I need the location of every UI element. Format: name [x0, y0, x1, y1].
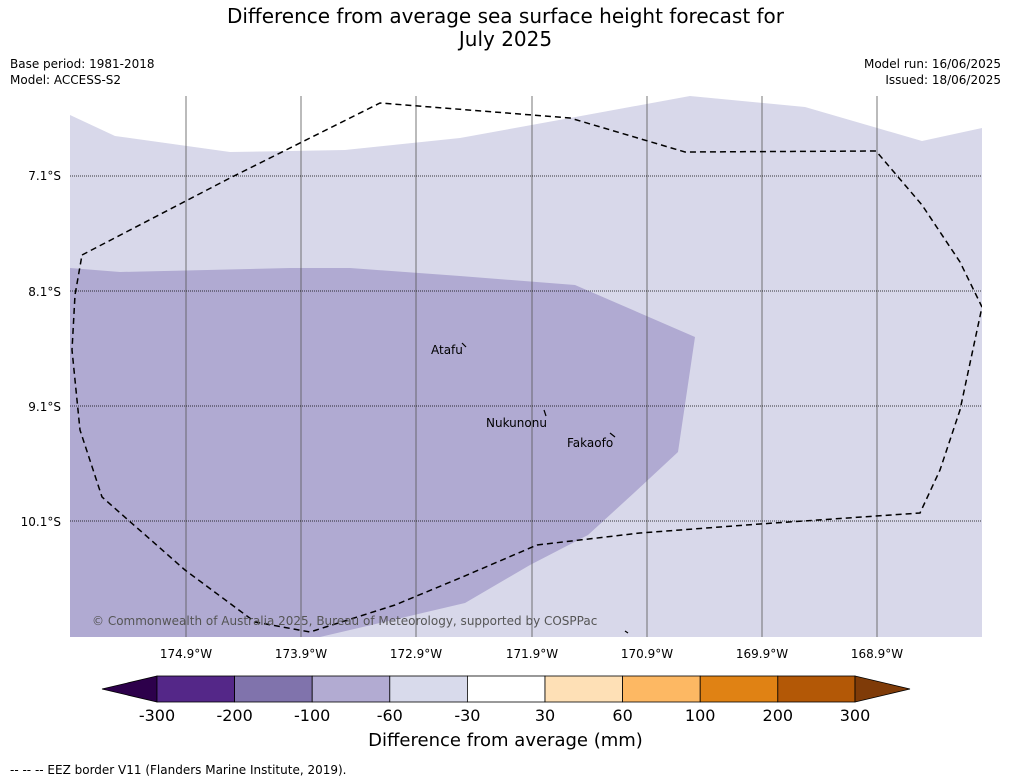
lon-label: 172.9°W	[390, 647, 442, 661]
meta-right: Model run: 16/06/2025 Issued: 18/06/2025	[864, 56, 1001, 88]
island-atafu	[461, 342, 467, 348]
colorbar-segment	[777, 675, 856, 703]
lat-label: 10.1°S	[21, 515, 61, 529]
lon-label: 173.9°W	[275, 647, 327, 661]
colorbar-segment	[389, 675, 468, 703]
colorbar-label: Difference from average (mm)	[368, 730, 643, 751]
meta-left: Base period: 1981-2018 Model: ACCESS-S2	[10, 56, 155, 88]
lat-label: 9.1°S	[28, 400, 61, 414]
place-label-atafu: Atafu	[431, 343, 463, 357]
colorbar	[101, 675, 911, 703]
parallel-lines	[70, 175, 982, 522]
base-period: Base period: 1981-2018	[10, 57, 155, 71]
map-title: Difference from average sea surface heig…	[0, 5, 1011, 51]
colorbar-tick: -200	[216, 706, 252, 725]
title-line-1: Difference from average sea surface heig…	[226, 4, 785, 28]
colorbar-tick: 200	[763, 706, 794, 725]
colorbar-segment	[466, 675, 546, 703]
colorbar-segment	[234, 675, 313, 703]
island-fakaofo	[609, 432, 616, 438]
colorbar-segment	[311, 675, 391, 703]
place-label-fakaofo: Fakaofo	[567, 436, 613, 450]
lon-label: 174.9°W	[160, 647, 212, 661]
eez-border	[71, 102, 982, 633]
colorbar-tick: -300	[139, 706, 175, 725]
lon-label: 168.9°W	[851, 647, 903, 661]
colorbar-tick: 60	[612, 706, 632, 725]
place-label-nukunonu: Nukunonu	[486, 416, 547, 430]
colorbar-segment	[156, 675, 235, 703]
lon-label: 171.9°W	[506, 647, 558, 661]
colorbar-tick: -30	[454, 706, 480, 725]
model-run: Model run: 16/06/2025	[863, 57, 1001, 71]
lon-label: 170.9°W	[621, 647, 673, 661]
colorbar-extend-high	[854, 675, 911, 703]
colorbar-tick: -100	[294, 706, 330, 725]
eez-footnote: -- -- -- EEZ border V11 (Flanders Marine…	[10, 763, 347, 777]
colorbar-tick: 30	[535, 706, 555, 725]
island-nukunonu	[543, 409, 547, 417]
lon-label: 169.9°W	[736, 647, 788, 661]
lat-label: 8.1°S	[28, 285, 61, 299]
title-line-2: July 2025	[458, 27, 553, 51]
lat-label: 7.1°S	[28, 169, 61, 183]
model-name: Model: ACCESS-S2	[10, 73, 122, 87]
island-south	[624, 630, 629, 634]
copyright-notice: © Commonwealth of Australia 2025, Bureau…	[92, 614, 598, 628]
colorbar-segment	[544, 675, 623, 703]
colorbar-tick: 300	[840, 706, 871, 725]
colorbar-tick: 100	[685, 706, 716, 725]
colorbar-extend-low	[101, 675, 158, 703]
issued-date: Issued: 18/06/2025	[885, 73, 1001, 87]
colorbar-tick: -60	[377, 706, 403, 725]
colorbar-segment	[699, 675, 779, 703]
meridian-lines	[185, 96, 878, 637]
colorbar-segment	[622, 675, 701, 703]
